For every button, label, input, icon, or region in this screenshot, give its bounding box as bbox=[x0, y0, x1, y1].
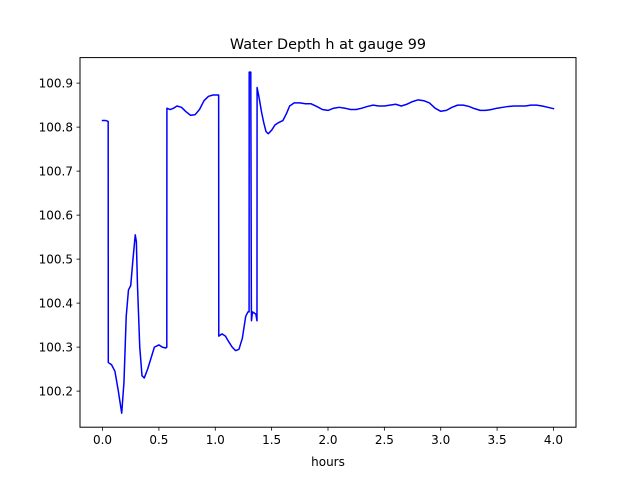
chart-title: Water Depth h at gauge 99 bbox=[230, 37, 426, 53]
series-line-0 bbox=[101, 71, 555, 414]
x-tick-label: 0.5 bbox=[149, 433, 168, 447]
y-tick-label: 100.6 bbox=[39, 208, 73, 222]
x-tick-label: 2.5 bbox=[375, 433, 394, 447]
x-tick-label: 2.0 bbox=[318, 433, 337, 447]
y-tick-label: 100.5 bbox=[39, 252, 73, 266]
y-tick-label: 100.2 bbox=[39, 384, 73, 398]
x-axis-label: hours bbox=[311, 455, 345, 469]
x-tick-label: 4.0 bbox=[544, 433, 563, 447]
data-layer bbox=[101, 71, 555, 414]
x-tick-label: 0.0 bbox=[93, 433, 112, 447]
y-axis-ticks: 100.2 100.3 100.4 100.5 100.6 100.7 100.8 100.9 bbox=[39, 76, 80, 398]
x-tick-label: 3.0 bbox=[431, 433, 450, 447]
x-tick-label: 1.0 bbox=[206, 433, 225, 447]
x-tick-label: 1.5 bbox=[262, 433, 281, 447]
y-tick-label: 100.9 bbox=[39, 76, 73, 90]
y-tick-label: 100.4 bbox=[39, 296, 73, 310]
x-tick-label: 3.5 bbox=[488, 433, 507, 447]
y-tick-label: 100.8 bbox=[39, 120, 73, 134]
x-axis-ticks: 0.0 0.5 1.0 1.5 2.0 2.5 3.0 3.5 4.0 bbox=[93, 427, 563, 447]
y-tick-label: 100.3 bbox=[39, 340, 73, 354]
y-tick-label: 100.7 bbox=[39, 164, 73, 178]
